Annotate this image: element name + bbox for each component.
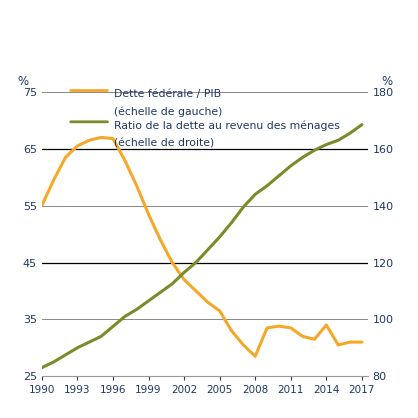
- Text: %: %: [18, 75, 28, 88]
- Text: %: %: [381, 75, 392, 88]
- Text: (échelle de gauche): (échelle de gauche): [114, 107, 222, 117]
- Text: Ratio de la dette au revenu des ménages: Ratio de la dette au revenu des ménages: [114, 120, 339, 131]
- Text: Dette fédérale / PIB: Dette fédérale / PIB: [114, 89, 221, 99]
- Text: (échelle de droite): (échelle de droite): [114, 139, 214, 149]
